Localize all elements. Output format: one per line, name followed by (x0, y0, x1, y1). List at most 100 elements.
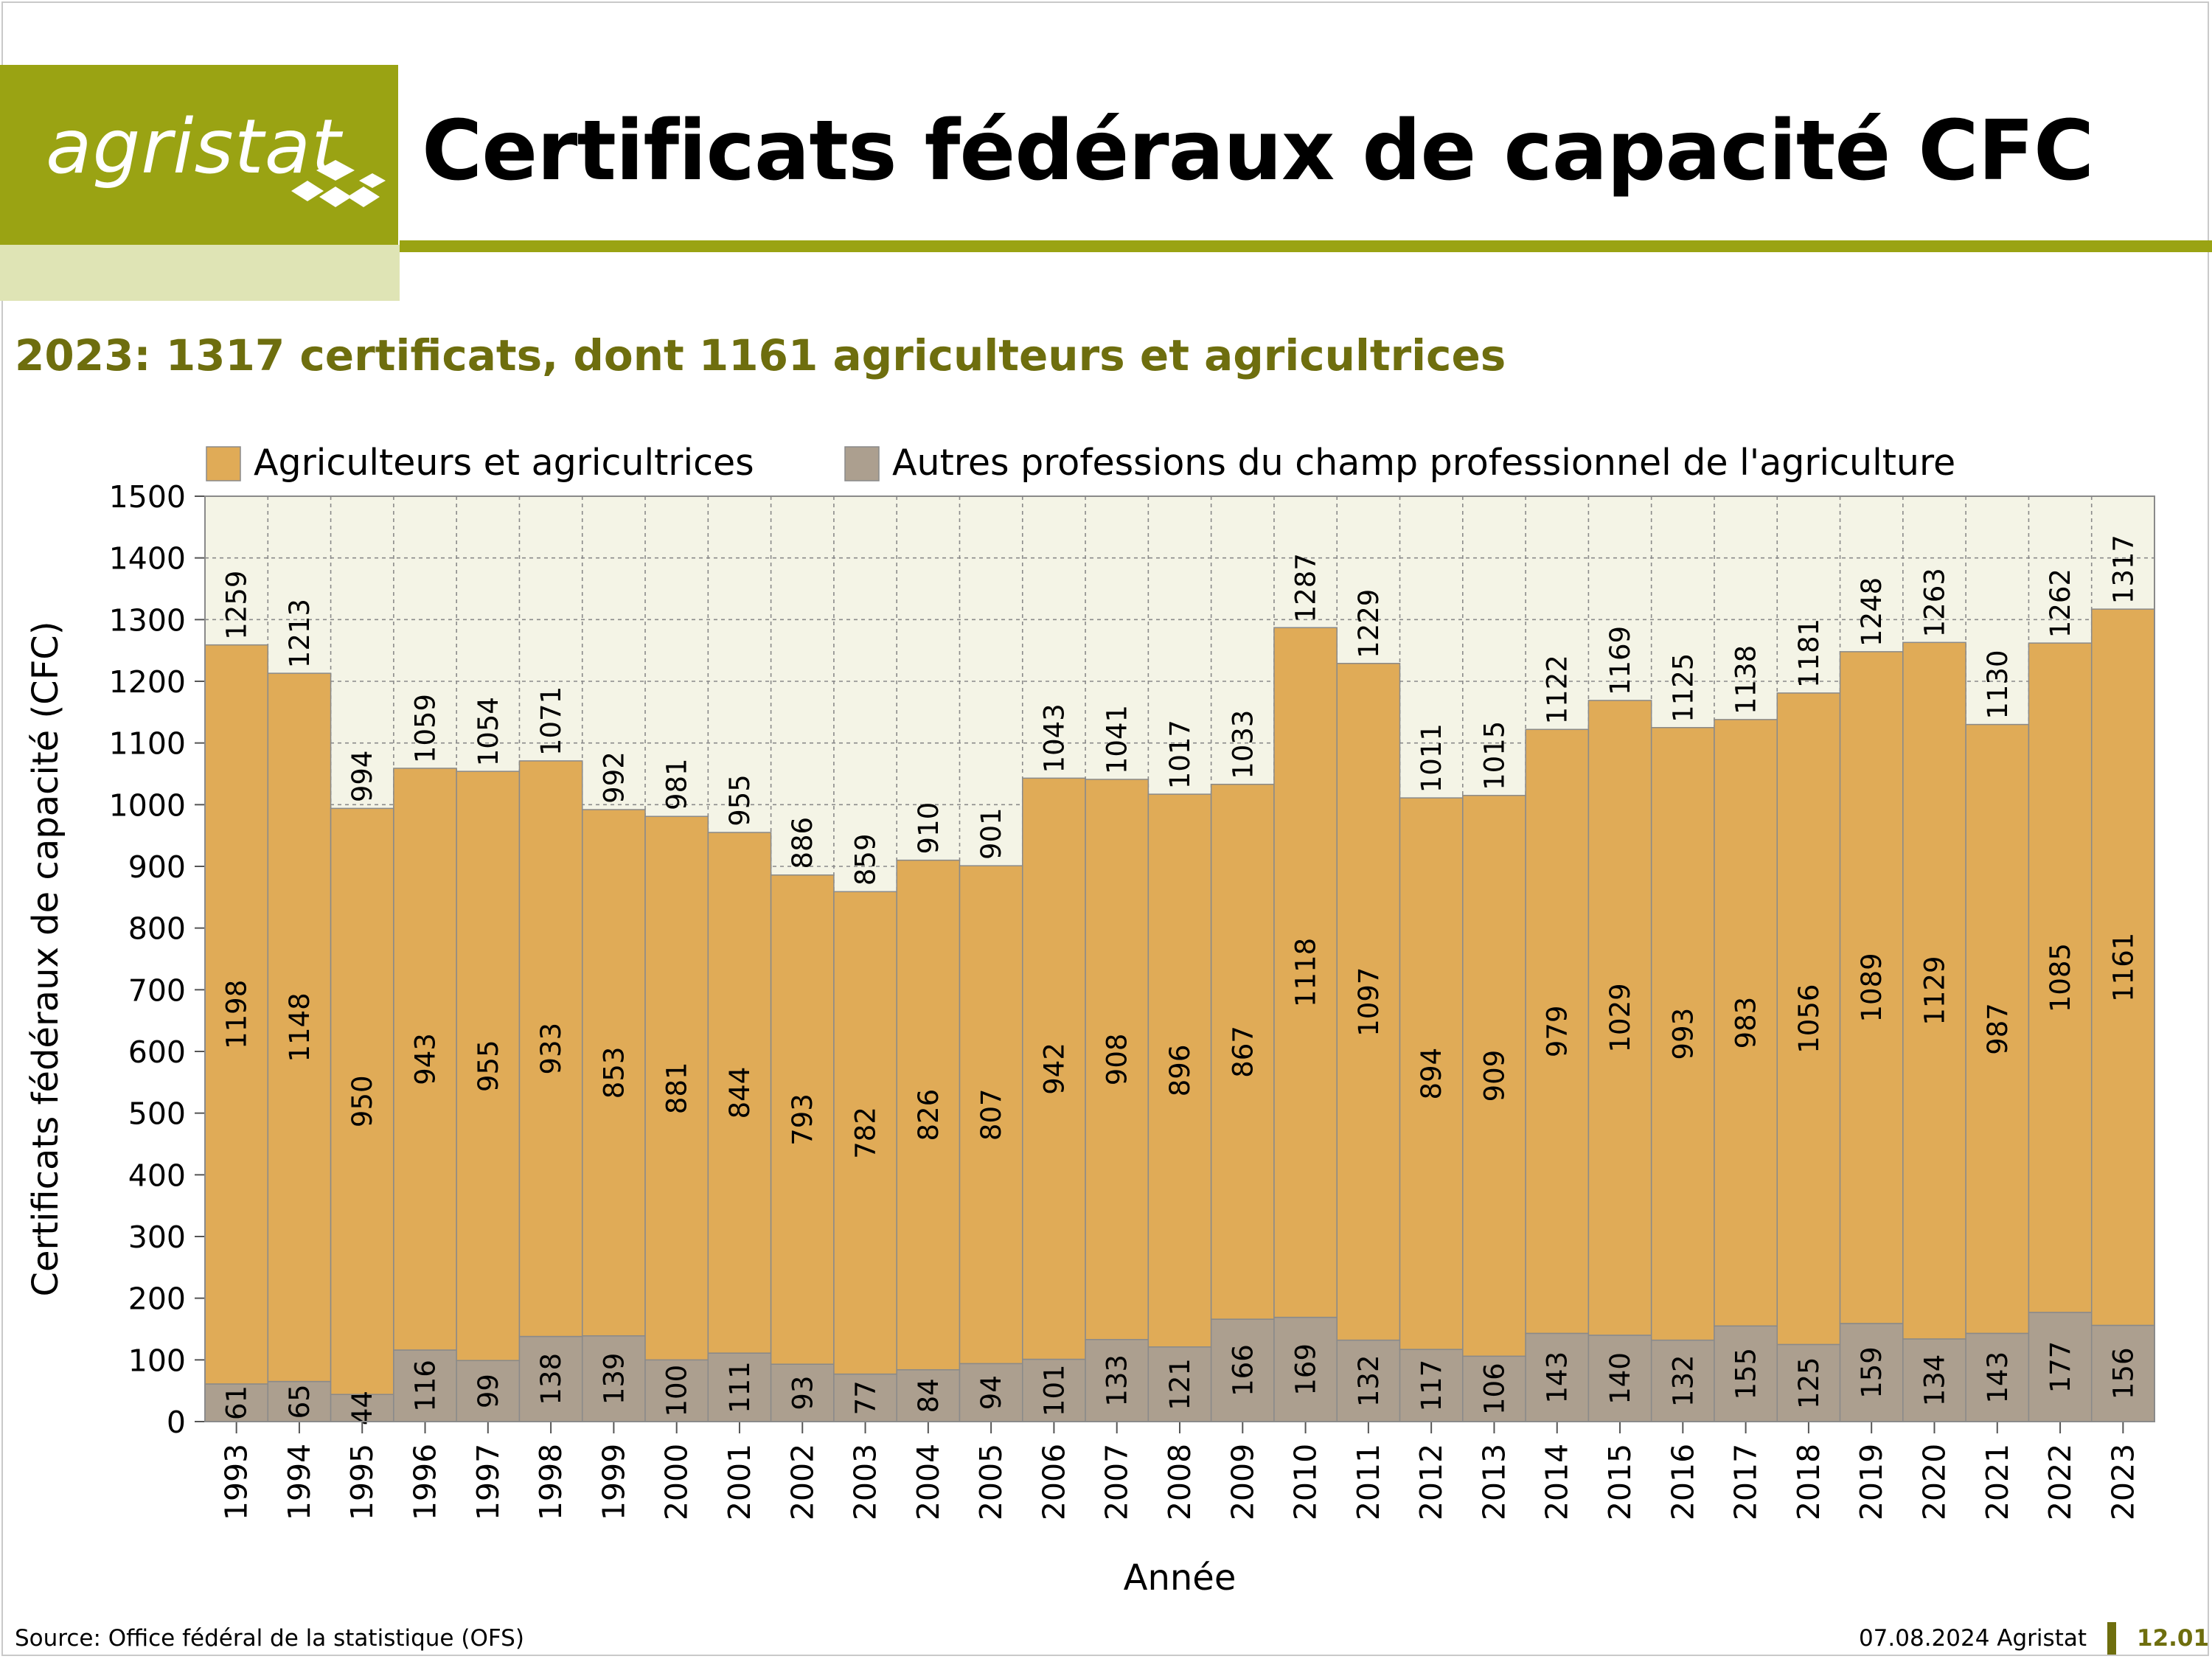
bar-farmers (1587, 700, 1652, 1336)
y-tick-label: 700 (128, 973, 186, 1008)
x-tick-label: 1997 (470, 1444, 506, 1520)
data-label-total: 994 (347, 751, 378, 803)
data-label-farmers: 955 (473, 1040, 504, 1092)
bar-farmers (2028, 642, 2093, 1313)
data-label-total: 1125 (1667, 653, 1699, 723)
data-label-total: 1287 (1290, 553, 1322, 622)
bar-other-professions (1085, 1338, 1150, 1422)
x-tick-label: 2022 (2042, 1444, 2078, 1520)
page-title: Certificats fédéraux de capacité CFC (422, 103, 2094, 199)
data-label-total: 1169 (1604, 626, 1636, 695)
bar-farmers (330, 807, 394, 1395)
title-underline (400, 240, 2212, 252)
data-label-farmers: 987 (1982, 1003, 2014, 1055)
data-label-farmers: 807 (975, 1088, 1007, 1141)
data-label-total: 992 (598, 751, 630, 804)
data-label-farmers: 853 (598, 1047, 630, 1099)
data-label-farmers: 1029 (1604, 983, 1636, 1052)
legend-label: Agriculteurs et agricultrices (254, 442, 754, 484)
data-label-other: 155 (1731, 1348, 1762, 1400)
x-tick-label: 2007 (1099, 1444, 1135, 1520)
data-label-farmers: 826 (913, 1089, 945, 1141)
bar-farmers (1650, 727, 1715, 1341)
data-label-other: 143 (1542, 1352, 1573, 1404)
bar-other-professions (1336, 1339, 1401, 1422)
y-tick-label: 400 (128, 1158, 186, 1193)
x-tick-label: 2015 (1602, 1444, 1638, 1520)
data-label-farmers: 1148 (284, 992, 316, 1062)
data-label-farmers: 942 (1038, 1043, 1070, 1095)
x-tick-label: 2014 (1540, 1444, 1575, 1520)
chart-subtitle: 2023: 1317 certificats, dont 1161 agricu… (15, 330, 1506, 380)
bar-other-professions (896, 1368, 961, 1422)
bar-other-professions (1273, 1316, 1338, 1422)
data-label-other: 143 (1982, 1352, 2014, 1404)
data-label-farmers: 896 (1164, 1045, 1196, 1097)
bar-farmers (1839, 651, 1904, 1324)
bar-farmers (1776, 692, 1841, 1346)
data-label-farmers: 983 (1731, 997, 1762, 1049)
footer-divider (2107, 1622, 2116, 1655)
data-label-farmers: 793 (787, 1093, 818, 1146)
data-label-other: 140 (1604, 1352, 1636, 1405)
bar-other-professions (1965, 1332, 2030, 1422)
data-label-total: 1011 (1416, 723, 1447, 793)
bar-farmers (959, 865, 1023, 1365)
y-tick-label: 1300 (109, 602, 186, 638)
y-tick-label: 500 (128, 1096, 186, 1132)
bar-farmers (2090, 608, 2155, 1326)
legend-label: Autres professions du champ professionne… (892, 442, 1955, 484)
data-label-farmers: 1161 (2107, 933, 2139, 1002)
data-label-farmers: 1056 (1793, 984, 1825, 1054)
page-number: 12.01 (2137, 1625, 2210, 1652)
data-label-total: 1229 (1353, 589, 1385, 658)
data-label-farmers: 1129 (1919, 956, 1950, 1026)
data-label-total: 955 (724, 774, 756, 827)
data-label-farmers: 1097 (1353, 967, 1385, 1037)
data-label-other: 94 (975, 1375, 1007, 1410)
x-tick-label: 2001 (722, 1444, 757, 1520)
data-label-farmers: 909 (1478, 1050, 1510, 1102)
x-tick-label: 1996 (408, 1444, 443, 1520)
x-tick-label: 2021 (1980, 1444, 2015, 1520)
x-tick-label: 2017 (1728, 1444, 1764, 1520)
data-label-total: 1181 (1793, 619, 1825, 688)
data-label-farmers: 894 (1416, 1048, 1447, 1100)
data-label-other: 125 (1793, 1357, 1825, 1409)
data-label-other: 166 (1227, 1344, 1259, 1397)
x-tick-label: 1994 (282, 1444, 317, 1520)
bar-other-professions (644, 1359, 709, 1422)
data-label-other: 132 (1667, 1354, 1699, 1407)
x-tick-label: 2016 (1665, 1444, 1700, 1520)
legend-swatch (206, 446, 241, 481)
data-label-other: 111 (724, 1361, 756, 1413)
data-label-farmers: 881 (661, 1062, 693, 1114)
data-label-farmers: 950 (347, 1075, 378, 1127)
x-tick-label: 2008 (1162, 1444, 1197, 1520)
data-label-total: 1015 (1478, 721, 1510, 790)
y-axis-title: Certificats fédéraux de capacité (CFC) (25, 621, 66, 1296)
data-label-farmers: 943 (410, 1033, 442, 1085)
y-tick-label: 1200 (109, 664, 186, 700)
data-label-other: 133 (1102, 1354, 1133, 1407)
bar-farmers (456, 771, 521, 1361)
data-label-total: 1054 (473, 697, 504, 766)
data-label-farmers: 1089 (1856, 953, 1888, 1022)
y-tick-label: 1000 (109, 787, 186, 823)
data-label-other: 77 (850, 1380, 882, 1415)
x-tick-label: 2006 (1036, 1444, 1071, 1520)
bar-farmers (518, 760, 583, 1338)
data-label-farmers: 908 (1102, 1034, 1133, 1086)
x-tick-label: 1993 (219, 1444, 254, 1520)
x-tick-label: 2000 (659, 1444, 695, 1520)
data-label-total: 1213 (284, 599, 316, 668)
y-tick-label: 100 (128, 1343, 186, 1378)
data-label-total: 1059 (410, 694, 442, 763)
bar-other-professions (1839, 1323, 1904, 1422)
data-label-other: 106 (1478, 1363, 1510, 1415)
data-label-other: 65 (284, 1384, 316, 1419)
data-label-farmers: 867 (1227, 1026, 1259, 1078)
data-label-farmers: 844 (724, 1067, 756, 1119)
data-label-other: 99 (473, 1374, 504, 1408)
data-label-other: 156 (2107, 1347, 2139, 1399)
